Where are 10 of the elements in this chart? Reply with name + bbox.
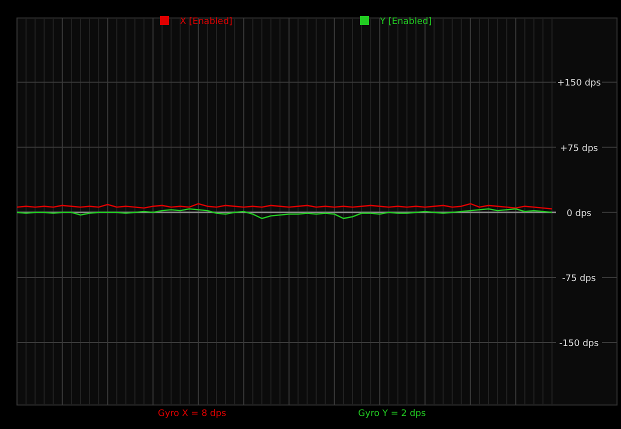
y-tick-label: +150 dps <box>557 78 602 89</box>
legend-label: Y [Enabled] <box>379 17 432 27</box>
y-tick-label: +75 dps <box>560 144 598 154</box>
y-tick-label: 0 dps <box>566 208 592 219</box>
legend-label: X [Enabled] <box>180 17 232 27</box>
y-tick-label: -150 dps <box>559 339 600 350</box>
text: Gyro Y = 2 dps <box>358 409 426 419</box>
y-tick-label: -75 dps <box>562 274 596 284</box>
text: Gyro X = 8 dps <box>158 409 226 419</box>
line-series <box>16 208 553 220</box>
